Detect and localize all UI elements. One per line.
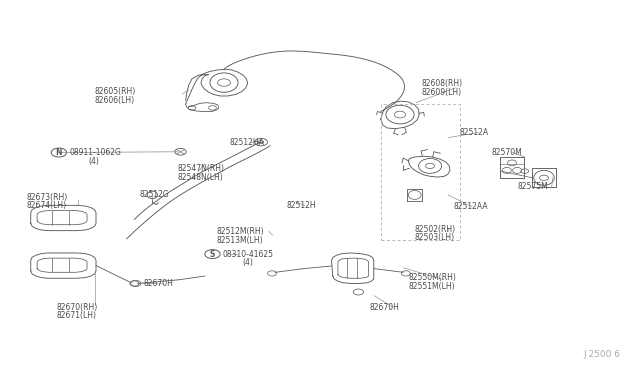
Text: 82503(LH): 82503(LH): [415, 233, 455, 242]
Text: 82674(LH): 82674(LH): [27, 201, 67, 210]
Text: 82670H: 82670H: [144, 279, 174, 288]
Text: 82512A: 82512A: [460, 128, 489, 137]
Text: 82547N(RH): 82547N(RH): [178, 164, 225, 173]
Text: 08911-1062G: 08911-1062G: [69, 148, 121, 157]
Text: 82670(RH): 82670(RH): [56, 303, 97, 312]
Text: 82512HA: 82512HA: [229, 138, 264, 147]
Text: 82671(LH): 82671(LH): [56, 311, 96, 320]
Text: (4): (4): [242, 258, 253, 267]
Text: N: N: [56, 148, 62, 157]
Text: 82502(RH): 82502(RH): [415, 225, 456, 234]
Text: 82548N(LH): 82548N(LH): [178, 173, 223, 182]
Text: 82570M: 82570M: [492, 148, 522, 157]
Text: 82609(LH): 82609(LH): [421, 88, 461, 97]
Text: 82605(RH): 82605(RH): [95, 87, 136, 96]
Text: 08310-41625: 08310-41625: [223, 250, 274, 259]
Text: 82670H: 82670H: [370, 303, 400, 312]
Text: 82513M(LH): 82513M(LH): [216, 236, 263, 245]
Text: J 2500 6: J 2500 6: [584, 350, 621, 359]
Text: 82550M(RH): 82550M(RH): [408, 273, 456, 282]
Text: 82512M(RH): 82512M(RH): [216, 227, 264, 236]
Text: 82608(RH): 82608(RH): [421, 79, 462, 88]
Text: 82512G: 82512G: [140, 190, 169, 199]
Text: 82512AA: 82512AA: [453, 202, 488, 211]
Text: S: S: [210, 250, 215, 259]
Text: 82512H: 82512H: [287, 201, 316, 210]
Text: 82551M(LH): 82551M(LH): [408, 282, 455, 291]
Text: 82673(RH): 82673(RH): [27, 193, 68, 202]
Text: (4): (4): [88, 157, 99, 166]
Text: 82606(LH): 82606(LH): [95, 96, 135, 105]
Text: 82575M: 82575M: [517, 182, 548, 191]
